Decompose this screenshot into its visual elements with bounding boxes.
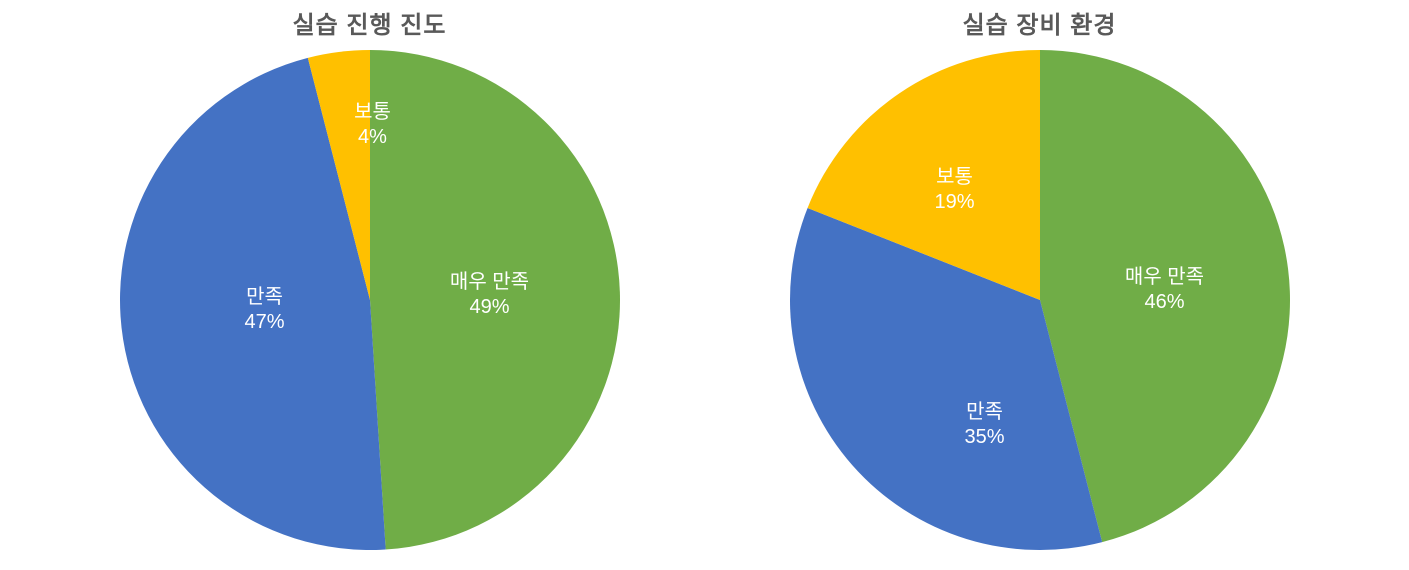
chart-title: 실습 진행 진도: [293, 5, 447, 40]
pie-svg: [120, 50, 620, 550]
pie-svg: [790, 50, 1290, 550]
chart-panel-equipment: 실습 장비 환경 매우 만족46%만족35%보통19%: [790, 5, 1290, 550]
pie-slice-very_satisfied: [370, 50, 620, 550]
pie-chart-progress: 매우 만족49%만족47%보통4%: [120, 50, 620, 550]
chart-panel-progress: 실습 진행 진도 매우 만족49%만족47%보통4%: [120, 5, 620, 550]
pie-chart-equipment: 매우 만족46%만족35%보통19%: [790, 50, 1290, 550]
chart-title: 실습 장비 환경: [963, 5, 1117, 40]
